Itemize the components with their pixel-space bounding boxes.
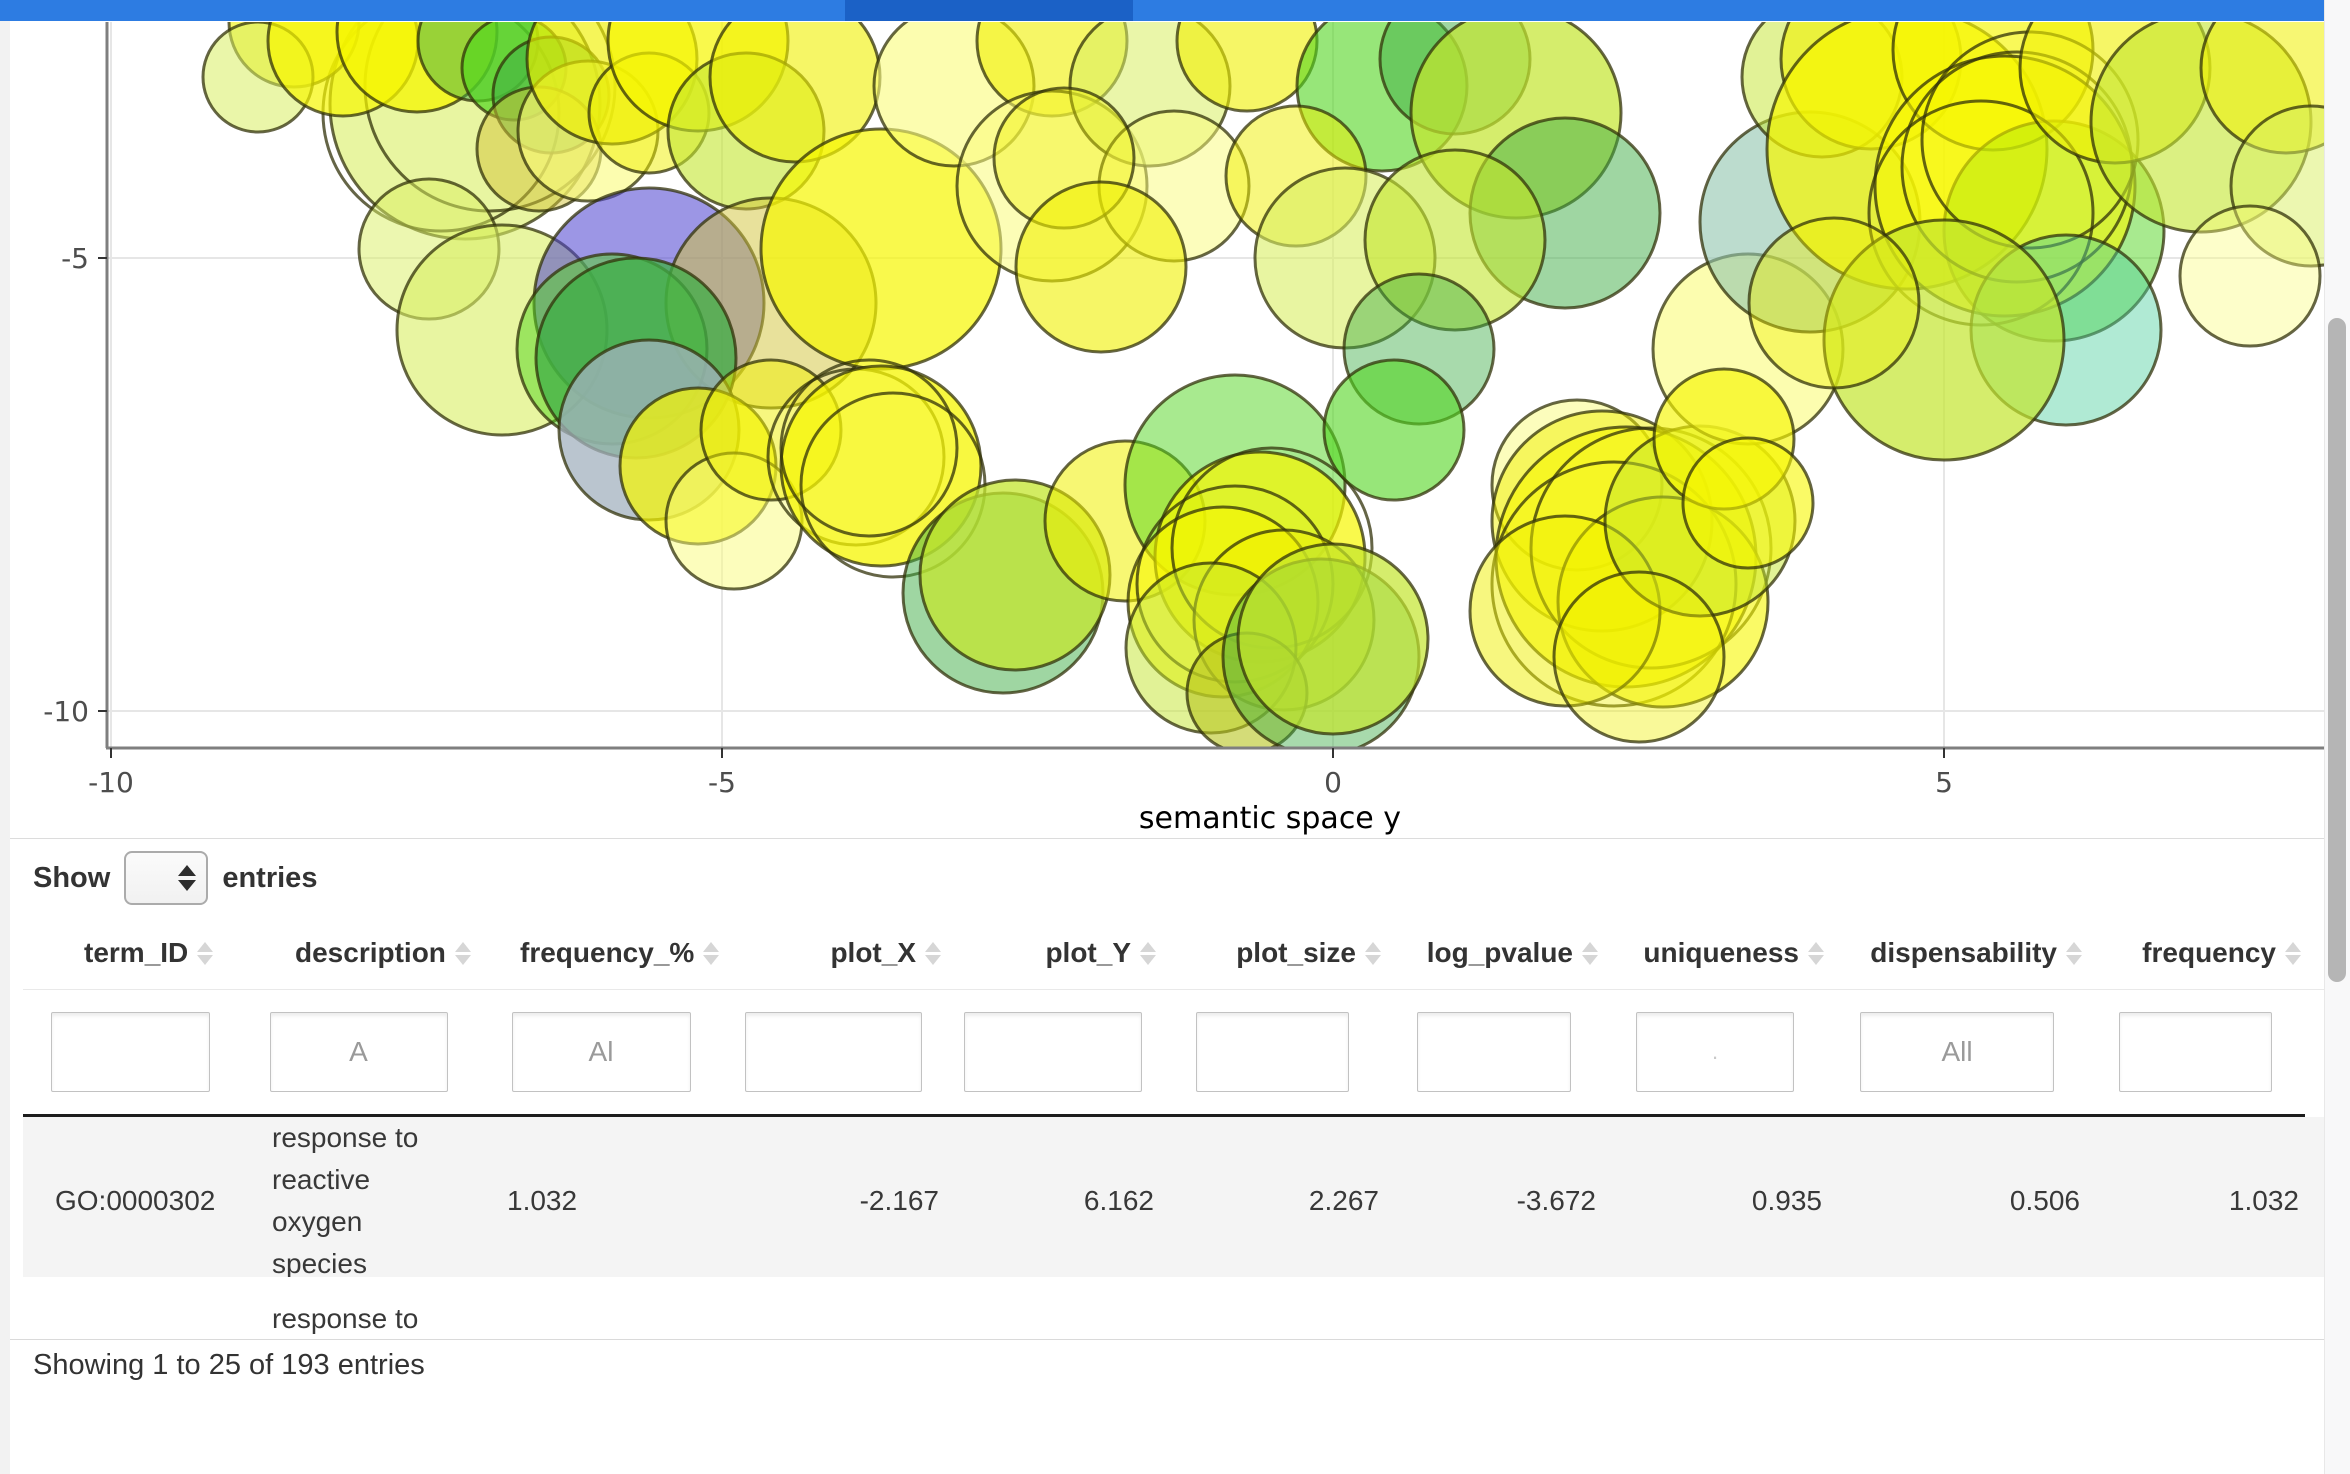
partial-row-description: response to bbox=[272, 1303, 419, 1334]
go-term-bubble bbox=[779, 358, 959, 538]
filter-input-log_pvalue[interactable] bbox=[1416, 1012, 1571, 1092]
go-term-bubble bbox=[1822, 218, 2066, 462]
plot-axes bbox=[98, 22, 2325, 758]
sort-both-icon bbox=[1582, 941, 1598, 965]
tick-label: -10 bbox=[43, 695, 89, 728]
cell-plot_size: 2.267 bbox=[1308, 1185, 1379, 1216]
select-stepper-icon bbox=[178, 865, 197, 891]
column-header-label: plot_X bbox=[830, 937, 916, 968]
go-term-bubble bbox=[1468, 514, 1662, 708]
filter-input-dispensability[interactable] bbox=[1860, 1012, 2054, 1092]
go-term-bubble bbox=[1681, 436, 1815, 570]
tick-label: 0 bbox=[1324, 766, 1342, 799]
column-header-label: term_ID bbox=[84, 937, 189, 968]
vertical-scrollbar-thumb[interactable] bbox=[2328, 318, 2346, 982]
column-header-label: log_pvalue bbox=[1426, 937, 1573, 968]
column-header-label: plot_Y bbox=[1045, 937, 1131, 968]
table-header-row: term_ID description frequency_% plot_X plot_… bbox=[23, 921, 2348, 985]
column-header-plot_Y[interactable]: plot_Y bbox=[945, 921, 1160, 985]
tick-label: -5 bbox=[708, 766, 736, 799]
axis-tick-labels: -10 -5 0 5 -5 -10 bbox=[43, 242, 1953, 799]
column-header-label: frequency bbox=[2142, 937, 2276, 968]
filter-input-plot_Y[interactable] bbox=[963, 1012, 1142, 1092]
cell-plot_Y: 6.162 bbox=[1083, 1185, 1154, 1216]
column-header-term_ID[interactable]: term_ID bbox=[23, 921, 237, 985]
cell-frequency: 1.032 bbox=[2228, 1185, 2299, 1216]
column-header-label: dispensability bbox=[1870, 937, 2057, 968]
column-header-frequency[interactable]: frequency bbox=[2086, 921, 2305, 985]
column-header-dispensability[interactable]: dispensability bbox=[1828, 921, 2086, 985]
column-header-log_pvalue[interactable]: log_pvalue bbox=[1385, 921, 1602, 985]
sort-both-icon bbox=[1140, 941, 1156, 965]
column-header-frequency_%[interactable]: frequency_% bbox=[480, 921, 722, 985]
go-term-bubble bbox=[1236, 542, 1430, 736]
page-left-margin bbox=[0, 0, 10, 1474]
filter-input-uniqueness[interactable] bbox=[1636, 1012, 1794, 1092]
filter-input-plot_X[interactable] bbox=[745, 1012, 922, 1092]
go-term-bubble bbox=[2178, 204, 2322, 348]
column-header-uniqueness[interactable]: uniqueness bbox=[1602, 921, 1828, 985]
sort-both-icon bbox=[454, 941, 471, 965]
go-term-bubble bbox=[1014, 180, 1188, 354]
tick-label: -5 bbox=[61, 242, 89, 275]
filter-input-frequency[interactable] bbox=[2119, 1012, 2272, 1092]
sort-both-icon bbox=[2285, 941, 2301, 965]
column-header-plot_size[interactable]: plot_size bbox=[1160, 921, 1385, 985]
cell-log_pvalue: -3.672 bbox=[1516, 1185, 1596, 1216]
x-axis-title: semantic space y bbox=[1139, 801, 1401, 836]
table-row-partial[interactable]: response to bbox=[0, 1277, 2325, 1340]
table-length-control: Show entries bbox=[33, 851, 317, 905]
table-body: GO:0000302 response to reactive oxygen sp… bbox=[0, 1117, 2325, 1286]
filter-input-term_ID[interactable] bbox=[50, 1012, 210, 1092]
filter-input-description[interactable] bbox=[269, 1012, 448, 1092]
cell-plot_X: -2.167 bbox=[859, 1185, 939, 1216]
cell-uniqueness: 0.935 bbox=[1751, 1185, 1822, 1216]
sort-both-icon bbox=[1365, 941, 1381, 965]
vertical-scrollbar-track[interactable] bbox=[2324, 0, 2350, 1474]
top-progress-bar-segment bbox=[845, 0, 1133, 21]
filter-input-frequency_%[interactable] bbox=[511, 1012, 691, 1092]
top-progress-bar bbox=[0, 0, 2325, 21]
cell-frequency_%: 1.032 bbox=[507, 1185, 578, 1216]
table-row[interactable]: GO:0000302 response to reactive oxygen sp… bbox=[0, 1117, 2325, 1286]
column-header-label: uniqueness bbox=[1643, 937, 1799, 968]
sort-both-icon bbox=[2066, 941, 2082, 965]
sort-both-icon bbox=[1808, 941, 1824, 965]
show-label: Show bbox=[33, 861, 111, 894]
semantic-space-scatter-plot: -10 -5 0 5 -5 -10 semantic space y bbox=[43, 22, 2325, 836]
tick-label: 5 bbox=[1935, 766, 1953, 799]
sort-both-icon bbox=[703, 941, 720, 965]
go-term-bubble bbox=[1363, 148, 1547, 332]
go-term-bubble bbox=[1322, 358, 1466, 502]
filter-input-plot_size[interactable] bbox=[1196, 1012, 1349, 1092]
table-info: Showing 1 to 25 of 193 entries bbox=[33, 1349, 425, 1381]
cell-description: response to reactive oxygen species bbox=[272, 1122, 419, 1279]
sort-both-icon bbox=[197, 941, 214, 965]
tick-label: -10 bbox=[88, 766, 134, 799]
column-header-plot_X[interactable]: plot_X bbox=[722, 921, 945, 985]
cell-dispensability: 0.506 bbox=[2009, 1185, 2080, 1216]
column-header-description[interactable]: description bbox=[237, 921, 480, 985]
go-term-bubble bbox=[1552, 570, 1726, 744]
go-term-bubble bbox=[1747, 216, 1921, 390]
cell-term_ID: GO:0000302 bbox=[55, 1185, 216, 1216]
column-header-label: plot_size bbox=[1236, 937, 1356, 968]
go-terms-table-panel: Show entries term_ID description frequency… bbox=[0, 838, 2348, 1474]
header-body-separator bbox=[23, 1114, 2305, 1117]
entries-label: entries bbox=[222, 861, 318, 894]
entries-per-page-select[interactable] bbox=[124, 851, 209, 905]
go-term-bubbles bbox=[201, 22, 2324, 747]
column-header-label: frequency_% bbox=[520, 937, 695, 968]
sort-both-icon bbox=[925, 941, 941, 965]
column-header-label: description bbox=[295, 937, 446, 968]
table-filter-row bbox=[23, 989, 2348, 1114]
